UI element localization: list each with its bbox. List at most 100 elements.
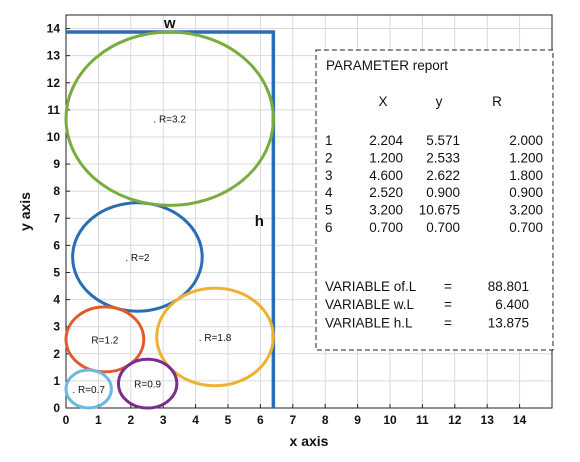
report-row-id: 6 <box>325 220 333 235</box>
circle-group: R=1.2 <box>64 305 146 374</box>
report-row-y: 2.622 <box>426 168 460 183</box>
x-tick-label: 13 <box>481 413 495 427</box>
report-row-r: 3.200 <box>509 203 543 218</box>
report-row-r: 2.000 <box>509 133 543 148</box>
circle-radius-label: R=1.2 <box>91 335 118 346</box>
report-variable-name: VARIABLE h.L <box>325 315 413 330</box>
report-variable-value: 88.801 <box>488 279 529 294</box>
report-row-y: 5.571 <box>426 133 460 148</box>
report-variable-name: VARIABLE w.L <box>325 297 415 312</box>
report-row: 1 2.204 5.571 2.000 <box>325 133 543 148</box>
x-tick-label: 9 <box>354 413 361 427</box>
circle-group: . R=3.2 <box>64 30 275 207</box>
x-tick-label: 3 <box>160 413 167 427</box>
report-row-x: 1.200 <box>369 150 403 165</box>
report-row-x: 2.520 <box>369 185 403 200</box>
circles: . R=2 R=1.2 . R=1.8 R=0.9 . R=3.2 . R=0.7 <box>64 30 275 410</box>
x-tick-label: 4 <box>192 413 199 427</box>
report-row-id: 1 <box>325 133 333 148</box>
report-row-r: 1.200 <box>509 150 543 165</box>
circle-mark <box>64 30 275 207</box>
report-variable-equals: = <box>444 315 452 330</box>
report-variable-value: 13.875 <box>488 315 529 330</box>
y-tick-label: 7 <box>53 211 60 225</box>
x-tick-label: 14 <box>513 413 527 427</box>
report-row-y: 10.675 <box>419 203 460 218</box>
report-row-y: 0.700 <box>426 220 460 235</box>
report-row-y: 2.533 <box>426 150 460 165</box>
report-row-id: 3 <box>325 168 333 183</box>
circle-radius-label: . R=3.2 <box>153 115 186 126</box>
report-variable-equals: = <box>444 297 452 312</box>
report-row-x: 2.204 <box>369 133 403 148</box>
y-tick-label: 8 <box>53 184 60 198</box>
x-tick-label: 2 <box>127 413 134 427</box>
y-tick-label: 14 <box>47 22 61 36</box>
x-tick-label: 12 <box>448 413 462 427</box>
circle-group: . R=0.7 <box>64 368 113 410</box>
circle-mark <box>155 286 275 388</box>
report-variable-equals: = <box>444 279 452 294</box>
report-row-r: 0.900 <box>509 185 543 200</box>
report-row-y: 0.900 <box>426 185 460 200</box>
circle-mark <box>71 201 204 313</box>
report-column-header: R <box>492 94 502 109</box>
report-rows: 1 2.204 5.571 2.000 2 1.200 2.533 1.200 3 4.600 2.… <box>325 133 543 235</box>
report-variable: VARIABLE of.L = 88.801 <box>325 279 529 294</box>
x-tick-label: 0 <box>63 413 70 427</box>
circle-radius-label: . R=0.7 <box>72 385 105 396</box>
circle-radius-label: . R=2 <box>125 253 150 264</box>
y-tick-label: 2 <box>53 347 60 361</box>
circle-mark <box>64 305 146 374</box>
report-row: 3 4.600 2.622 1.800 <box>325 168 543 183</box>
x-tick-label: 6 <box>257 413 264 427</box>
report-row-x: 0.700 <box>369 220 403 235</box>
container-width-label: w <box>163 15 176 32</box>
circle-mark <box>116 357 179 410</box>
report-row: 2 1.200 2.533 1.200 <box>325 150 543 165</box>
y-tick-label: 1 <box>53 374 60 388</box>
report-row: 6 0.700 0.700 0.700 <box>325 220 543 235</box>
y-tick-label: 12 <box>47 76 61 90</box>
y-tick-label: 0 <box>53 401 60 415</box>
y-tick-label: 11 <box>47 103 60 117</box>
x-tick-label: 10 <box>383 413 397 427</box>
report-row-r: 0.700 <box>509 220 543 235</box>
report-row-r: 1.800 <box>509 168 543 183</box>
container-height-label: h <box>255 213 264 230</box>
y-tick-label: 5 <box>53 265 60 279</box>
report-variable-name: VARIABLE of.L <box>325 279 417 294</box>
report-variable: VARIABLE w.L = 6.400 <box>325 297 529 312</box>
circle-group: R=0.9 <box>116 357 179 410</box>
x-tick-label: 7 <box>289 413 296 427</box>
report-row-id: 5 <box>325 203 333 218</box>
y-tick-label: 13 <box>47 49 61 63</box>
x-axis-ticks: 0 1 2 3 4 5 6 7 8 9 10 11 12 13 14 <box>63 404 527 427</box>
container-rectangle: w h <box>66 15 276 408</box>
report-row-id: 4 <box>325 185 333 200</box>
circle-mark <box>64 368 113 410</box>
report-row: 4 2.520 0.900 0.900 <box>325 185 543 200</box>
y-tick-label: 10 <box>47 130 61 144</box>
report-row-x: 3.200 <box>369 203 403 218</box>
circle-radius-label: . R=1.8 <box>199 333 232 344</box>
report-column-header: X <box>378 94 387 109</box>
report-variable: VARIABLE h.L = 13.875 <box>325 315 529 330</box>
x-tick-label: 8 <box>322 413 329 427</box>
report-row: 5 3.200 10.675 3.200 <box>325 203 543 218</box>
report-row-x: 4.600 <box>369 168 403 183</box>
circle-radius-label: R=0.9 <box>134 380 161 391</box>
y-tick-label: 6 <box>53 238 60 252</box>
x-axis-title: x axis <box>290 433 329 449</box>
x-tick-label: 5 <box>225 413 232 427</box>
y-axis-title: y axis <box>17 192 33 231</box>
x-tick-label: 11 <box>416 413 429 427</box>
report-variable-value: 6.400 <box>495 297 529 312</box>
circle-group: . R=1.8 <box>155 286 275 388</box>
report-column-header: y <box>436 94 443 109</box>
